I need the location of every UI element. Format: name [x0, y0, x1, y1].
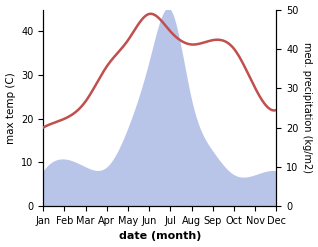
Y-axis label: med. precipitation (kg/m2): med. precipitation (kg/m2)	[302, 42, 313, 173]
X-axis label: date (month): date (month)	[119, 231, 201, 242]
Y-axis label: max temp (C): max temp (C)	[5, 72, 16, 144]
